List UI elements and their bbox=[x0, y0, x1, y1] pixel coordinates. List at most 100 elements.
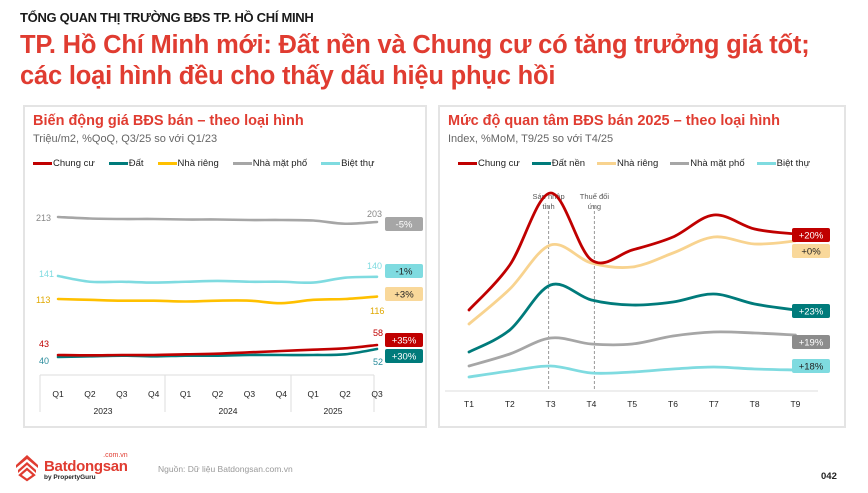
legend-label: Nhà riêng bbox=[177, 158, 219, 169]
start-value-label: 43 bbox=[39, 339, 49, 349]
x-tick-label: Q1 bbox=[180, 389, 192, 399]
change-badge-text: +23% bbox=[799, 307, 824, 318]
page-headline: TP. Hồ Chí Minh mới: Đất nền và Chung cư… bbox=[20, 31, 810, 90]
legend-label: Đất nền bbox=[551, 158, 586, 169]
legend-label: Đất bbox=[128, 158, 144, 169]
panel-subtitle: Index, %MoM, T9/25 so với T4/25 bbox=[448, 133, 614, 145]
x-tick-label: Q3 bbox=[116, 389, 128, 399]
change-badge bbox=[792, 244, 830, 258]
start-value-label: 113 bbox=[36, 295, 50, 305]
annotation-label: ứng bbox=[588, 202, 601, 211]
x-tick-label: Q4 bbox=[276, 389, 288, 399]
x-group-label: 2024 bbox=[219, 406, 238, 416]
change-badge bbox=[792, 304, 830, 318]
change-badge-text: +35% bbox=[392, 336, 417, 347]
series-line bbox=[467, 364, 797, 379]
change-badge bbox=[385, 333, 423, 347]
change-badge-text: +0% bbox=[801, 247, 821, 258]
legend-swatch bbox=[756, 162, 776, 165]
start-value-label: 40 bbox=[39, 356, 49, 366]
end-value-label: 116 bbox=[370, 306, 384, 316]
logo-name: Batdongsan bbox=[44, 458, 128, 475]
start-value-label: 141 bbox=[39, 269, 54, 279]
legend-swatch bbox=[157, 162, 177, 165]
series-line bbox=[467, 282, 797, 354]
legend-label: Nhà riêng bbox=[617, 158, 659, 169]
brand-logo: .com.vn Batdongsan by PropertyGuru bbox=[14, 452, 128, 482]
change-badge bbox=[385, 349, 423, 363]
x-tick-label: Q1 bbox=[308, 389, 320, 399]
legend-swatch bbox=[33, 162, 52, 165]
x-tick-label: T3 bbox=[546, 399, 556, 409]
legend-item-nha-rieng: Nhà riêng bbox=[157, 158, 219, 169]
x-tick-label: T1 bbox=[464, 399, 474, 409]
legend-item-chung-cu: Chung cư bbox=[33, 158, 95, 169]
legend-label: Nhà mặt phố bbox=[690, 158, 745, 169]
x-tick-label: Q4 bbox=[148, 389, 160, 399]
legend-label: Nhà mặt phố bbox=[252, 158, 308, 169]
series-line bbox=[467, 330, 797, 368]
x-tick-label: T8 bbox=[750, 399, 760, 409]
panel-title: Biến động giá BĐS bán – theo loại hình bbox=[33, 113, 304, 129]
logo-domain: .com.vn bbox=[103, 452, 128, 459]
change-badge bbox=[385, 217, 423, 231]
price-change-panel: Biến động giá BĐS bán – theo loại hình T… bbox=[23, 105, 427, 428]
legend-item-dat-nen: Đất nền bbox=[531, 158, 586, 169]
legend-item-chung-cu: Chung cư bbox=[458, 158, 520, 169]
annotation-label: Sáp nhập bbox=[533, 192, 565, 201]
legend-swatch bbox=[458, 162, 477, 165]
change-badge-text: +30% bbox=[392, 352, 417, 363]
series-line bbox=[56, 215, 379, 226]
chart-legend: Chung cư Đất nền Nhà riêng Nhà mặt phố B… bbox=[458, 158, 810, 169]
source-note: Nguồn: Dữ liệu Batdongsan.com.vn bbox=[158, 464, 293, 474]
legend-label: Chung cư bbox=[478, 158, 520, 169]
x-tick-label: Q2 bbox=[84, 389, 96, 399]
x-tick-label: T7 bbox=[709, 399, 719, 409]
logo-byline: by PropertyGuru bbox=[44, 474, 96, 481]
page-number: 042 bbox=[821, 471, 837, 482]
legend-item-nha-mat-pho: Nhà mặt phố bbox=[232, 158, 308, 169]
x-group-label: 2025 bbox=[324, 406, 343, 416]
series-line bbox=[56, 343, 379, 357]
legend-swatch bbox=[108, 162, 128, 165]
panel-subtitle: Triệu/m2, %QoQ, Q3/25 so với Q1/23 bbox=[33, 133, 218, 145]
change-badge-text: +3% bbox=[394, 290, 414, 301]
annotation-label: Thuế đối bbox=[580, 192, 610, 201]
legend-label: Biệt thự bbox=[341, 158, 375, 169]
x-tick-label: T2 bbox=[505, 399, 515, 409]
legend-item-biet-thu: Biệt thự bbox=[756, 158, 810, 169]
legend-item-biet-thu: Biệt thự bbox=[321, 158, 374, 169]
change-badge bbox=[792, 359, 830, 373]
change-badge-text: +19% bbox=[799, 338, 824, 349]
section-kicker: TỔNG QUAN THỊ TRƯỜNG BĐS TP. HỒ CHÍ MINH bbox=[20, 10, 314, 25]
interest-index-panel: Mức độ quan tâm BĐS bán 2025 – theo loại… bbox=[438, 105, 846, 428]
legend-swatch bbox=[670, 162, 690, 165]
house-logo-icon bbox=[16, 454, 38, 482]
series-line bbox=[467, 235, 797, 326]
x-tick-label: T6 bbox=[668, 399, 678, 409]
panel-title: Mức độ quan tâm BĐS bán 2025 – theo loại… bbox=[448, 113, 780, 129]
annotation-label: tỉnh bbox=[543, 202, 555, 211]
start-value-label: 213 bbox=[36, 213, 51, 223]
x-tick-label: T5 bbox=[627, 399, 637, 409]
x-tick-label: T9 bbox=[790, 399, 800, 409]
series-line bbox=[467, 191, 797, 312]
change-badge-text: -1% bbox=[396, 267, 413, 278]
end-value-label: 140 bbox=[367, 261, 382, 271]
x-tick-label: Q1 bbox=[52, 389, 64, 399]
x-tick-label: Q2 bbox=[212, 389, 224, 399]
change-badge-text: +20% bbox=[799, 231, 824, 242]
x-tick-label: T4 bbox=[586, 399, 596, 409]
end-value-label: 52 bbox=[373, 357, 383, 367]
series-line bbox=[56, 295, 379, 305]
series-line bbox=[56, 274, 379, 285]
price-line-chart: 43 58 40 52 113 116 213 203 141 140 +35% +30% +3% -5%… bbox=[36, 209, 423, 416]
legend-item-nha-mat-pho: Nhà mặt phố bbox=[670, 158, 745, 169]
legend-swatch bbox=[531, 162, 551, 165]
end-value-label: 58 bbox=[373, 328, 383, 338]
change-badge bbox=[385, 287, 423, 301]
change-badge bbox=[792, 335, 830, 349]
legend-swatch bbox=[597, 162, 617, 165]
legend-swatch bbox=[232, 162, 252, 165]
